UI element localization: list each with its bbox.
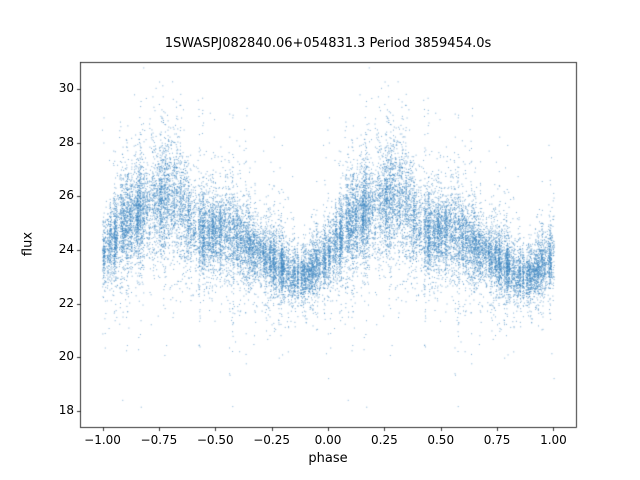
- x-axis-label: phase: [308, 451, 348, 466]
- y-tick-label: 18: [58, 402, 74, 417]
- x-tick-label: 0.00: [314, 433, 342, 447]
- y-tick-label: 26: [58, 188, 74, 203]
- x-tick-label: −1.00: [84, 433, 121, 447]
- x-tick-label: 0.50: [427, 433, 455, 447]
- y-tick-label: 24: [58, 241, 74, 256]
- y-tick-label: 22: [58, 295, 74, 310]
- x-tick-label: −0.50: [196, 433, 234, 447]
- x-tick-label: −0.75: [140, 433, 178, 447]
- y-tick-label: 28: [58, 134, 74, 149]
- y-tick-label: 20: [58, 349, 74, 364]
- chart-title: 1SWASPJ082840.06+054831.3 Period 3859454…: [164, 36, 492, 51]
- x-tick-label: −0.25: [253, 433, 291, 447]
- y-axis-label: flux: [20, 231, 36, 257]
- y-tick-label: 30: [58, 80, 74, 95]
- x-tick-label: 1.00: [540, 433, 567, 447]
- x-tick-label: 0.25: [371, 433, 398, 447]
- x-tick-label: 0.75: [483, 433, 511, 447]
